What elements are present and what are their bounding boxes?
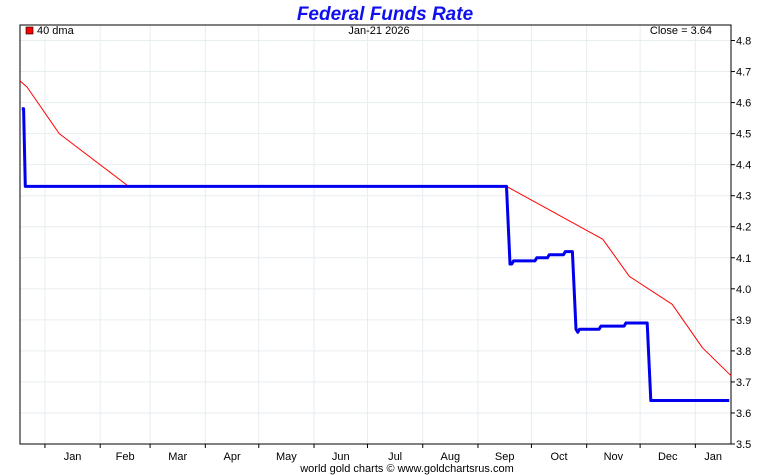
legend-label-40-dma: 40 dma (37, 25, 75, 37)
y-tick-label: 4.1 (736, 253, 751, 265)
y-tick-label: 4.6 (736, 98, 751, 110)
y-tick-label: 3.5 (736, 439, 751, 451)
y-tick-label: 4.4 (736, 160, 751, 172)
y-tick-label: 4.7 (736, 67, 751, 79)
y-tick-label: 4.0 (736, 284, 751, 296)
series-line-40-dma (19, 80, 732, 377)
y-tick-label: 4.8 (736, 36, 751, 48)
close-value-label: Close = 3.64 (650, 25, 712, 37)
x-tick-label: Aug (441, 451, 461, 463)
x-tick-label: Nov (604, 451, 624, 463)
y-tick-label: 3.6 (736, 408, 751, 420)
y-tick-label: 3.7 (736, 377, 751, 389)
x-tick-label: May (276, 451, 297, 463)
x-tick-label: Jun (332, 451, 350, 463)
y-tick-label: 3.9 (736, 315, 751, 327)
chart-title: Federal Funds Rate (297, 4, 474, 25)
axes: 3.5 3.6 3.7 3.8 3.9 4.0 4.1 4.2 4.3 4.4 4.5 4.6 4.7 4… (44, 36, 751, 463)
x-tick-label: Jan (704, 451, 722, 463)
x-tick-label: Apr (223, 451, 240, 463)
x-tick-label: Jan (64, 451, 82, 463)
x-tick-label: Oct (550, 451, 567, 463)
footer-credit: world gold charts © www.goldchartsrus.co… (299, 463, 514, 475)
date-label: Jan-21 2026 (348, 25, 409, 37)
y-tick-label: 4.3 (736, 191, 751, 203)
legend-swatch-40-dma (25, 26, 34, 35)
x-tick-label: Feb (116, 451, 135, 463)
x-tick-label: Dec (658, 451, 678, 463)
series-line-fed-funds-rate (21, 107, 730, 402)
y-tick-label: 4.2 (736, 222, 751, 234)
x-tick-label: Jul (388, 451, 402, 463)
y-tick-label: 3.8 (736, 346, 751, 358)
series-layer (19, 80, 732, 402)
x-tick-label: Sep (495, 451, 515, 463)
plot-frame (19, 24, 732, 445)
y-tick-label: 4.5 (736, 129, 751, 141)
gridlines (20, 25, 731, 445)
x-tick-label: Mar (168, 451, 187, 463)
